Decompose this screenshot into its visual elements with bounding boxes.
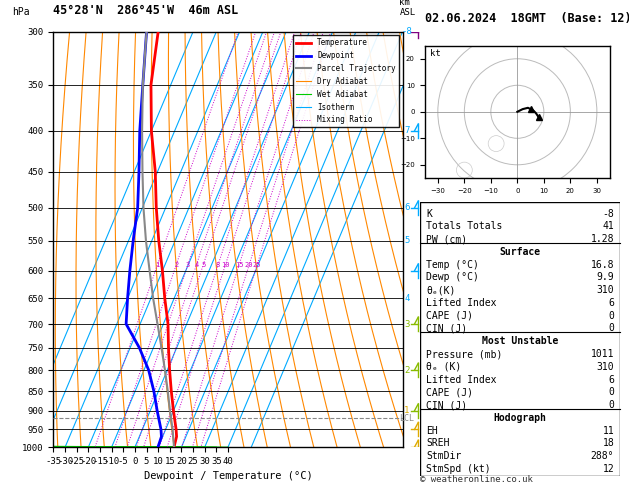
Text: -8: -8 (401, 27, 413, 36)
Text: 8: 8 (216, 262, 220, 268)
Text: 41: 41 (603, 221, 614, 231)
Text: 1: 1 (404, 406, 409, 415)
Text: CAPE (J): CAPE (J) (426, 311, 473, 321)
Text: 0: 0 (608, 324, 614, 333)
Text: 45°28'N  286°45'W  46m ASL: 45°28'N 286°45'W 46m ASL (53, 4, 239, 17)
Text: Dewp (°C): Dewp (°C) (426, 272, 479, 282)
Text: Lifted Index: Lifted Index (426, 298, 497, 308)
Text: StmDir: StmDir (426, 451, 462, 461)
X-axis label: Dewpoint / Temperature (°C): Dewpoint / Temperature (°C) (143, 471, 313, 482)
Text: 1: 1 (155, 262, 159, 268)
Text: CIN (J): CIN (J) (426, 400, 467, 410)
Text: Surface: Surface (499, 247, 541, 257)
Text: hPa: hPa (13, 7, 30, 17)
Text: CIN (J): CIN (J) (426, 324, 467, 333)
Text: km
ASL: km ASL (399, 0, 416, 17)
Text: -8: -8 (603, 208, 614, 219)
Text: Lifted Index: Lifted Index (426, 375, 497, 384)
Text: PW (cm): PW (cm) (426, 234, 467, 244)
Text: 6: 6 (608, 298, 614, 308)
Text: K: K (426, 208, 432, 219)
Text: 6: 6 (608, 375, 614, 384)
Text: 2: 2 (404, 365, 409, 375)
Text: θₑ(K): θₑ(K) (426, 285, 455, 295)
Text: 10: 10 (221, 262, 230, 268)
Legend: Temperature, Dewpoint, Parcel Trajectory, Dry Adiabat, Wet Adiabat, Isotherm, Mi: Temperature, Dewpoint, Parcel Trajectory… (292, 35, 399, 127)
Text: 5: 5 (404, 236, 409, 245)
Text: 5: 5 (201, 262, 205, 268)
Text: θₑ (K): θₑ (K) (426, 362, 462, 372)
Text: 2: 2 (174, 262, 178, 268)
Text: 288°: 288° (591, 451, 614, 461)
Text: 0: 0 (608, 387, 614, 398)
Text: © weatheronline.co.uk: © weatheronline.co.uk (420, 474, 533, 484)
Text: 9.9: 9.9 (596, 272, 614, 282)
Text: CAPE (J): CAPE (J) (426, 387, 473, 398)
Text: 0: 0 (608, 311, 614, 321)
Text: 15: 15 (235, 262, 243, 268)
Text: 02.06.2024  18GMT  (Base: 12): 02.06.2024 18GMT (Base: 12) (425, 12, 629, 25)
Text: 3: 3 (186, 262, 190, 268)
Text: Totals Totals: Totals Totals (426, 221, 503, 231)
Text: StmSpd (kt): StmSpd (kt) (426, 464, 491, 474)
Text: 1011: 1011 (591, 349, 614, 359)
Text: Hodograph: Hodograph (494, 413, 547, 423)
Text: SREH: SREH (426, 438, 450, 449)
Text: Temp (°C): Temp (°C) (426, 260, 479, 270)
Text: Pressure (mb): Pressure (mb) (426, 349, 503, 359)
Text: EH: EH (426, 426, 438, 435)
Text: 4: 4 (194, 262, 199, 268)
Text: 25: 25 (253, 262, 261, 268)
Text: 11: 11 (603, 426, 614, 435)
Text: 18: 18 (603, 438, 614, 449)
Text: 310: 310 (596, 362, 614, 372)
Text: kt: kt (430, 50, 441, 58)
Text: 20: 20 (245, 262, 253, 268)
Text: 1.28: 1.28 (591, 234, 614, 244)
Text: 310: 310 (596, 285, 614, 295)
Text: 6: 6 (404, 204, 409, 212)
Text: 16.8: 16.8 (591, 260, 614, 270)
Text: Most Unstable: Most Unstable (482, 336, 559, 346)
Text: 3: 3 (404, 319, 409, 329)
Text: 0: 0 (608, 400, 614, 410)
Text: LCL: LCL (399, 414, 415, 423)
Text: 12: 12 (603, 464, 614, 474)
Text: 4: 4 (404, 294, 409, 303)
Text: 7: 7 (404, 126, 409, 136)
